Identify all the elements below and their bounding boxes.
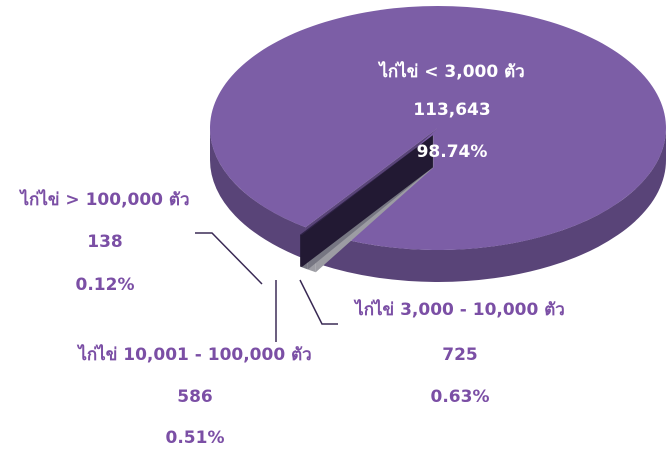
slice-label: ไก่ไข่ < 3,000 ตัว <box>377 61 524 82</box>
slice-side <box>320 128 666 282</box>
leader-line <box>299 279 338 325</box>
value-label: 0.63% <box>431 387 490 407</box>
slice-side <box>300 234 302 268</box>
slice-label: ไก่ไข่ 10,001 - 100,000 ตัว <box>76 344 311 365</box>
value-label: 98.74% <box>417 142 488 162</box>
count-label: 138 <box>87 232 123 252</box>
slice-cut <box>300 135 433 267</box>
pie <box>210 6 667 282</box>
value-label: 0.12% <box>76 275 135 295</box>
value-label: 0.51% <box>166 428 225 448</box>
slice-label: ไก่ไข่ > 100,000 ตัว <box>18 189 189 210</box>
slice <box>210 6 667 251</box>
leader-line <box>195 232 263 285</box>
slice-side <box>210 128 306 260</box>
slice <box>300 135 433 236</box>
count-label: 113,643 <box>413 100 490 120</box>
count-label: 586 <box>177 387 213 407</box>
count-label: 725 <box>442 345 478 365</box>
slice-label: ไก่ไข่ 3,000 - 10,000 ตัว <box>353 299 565 320</box>
